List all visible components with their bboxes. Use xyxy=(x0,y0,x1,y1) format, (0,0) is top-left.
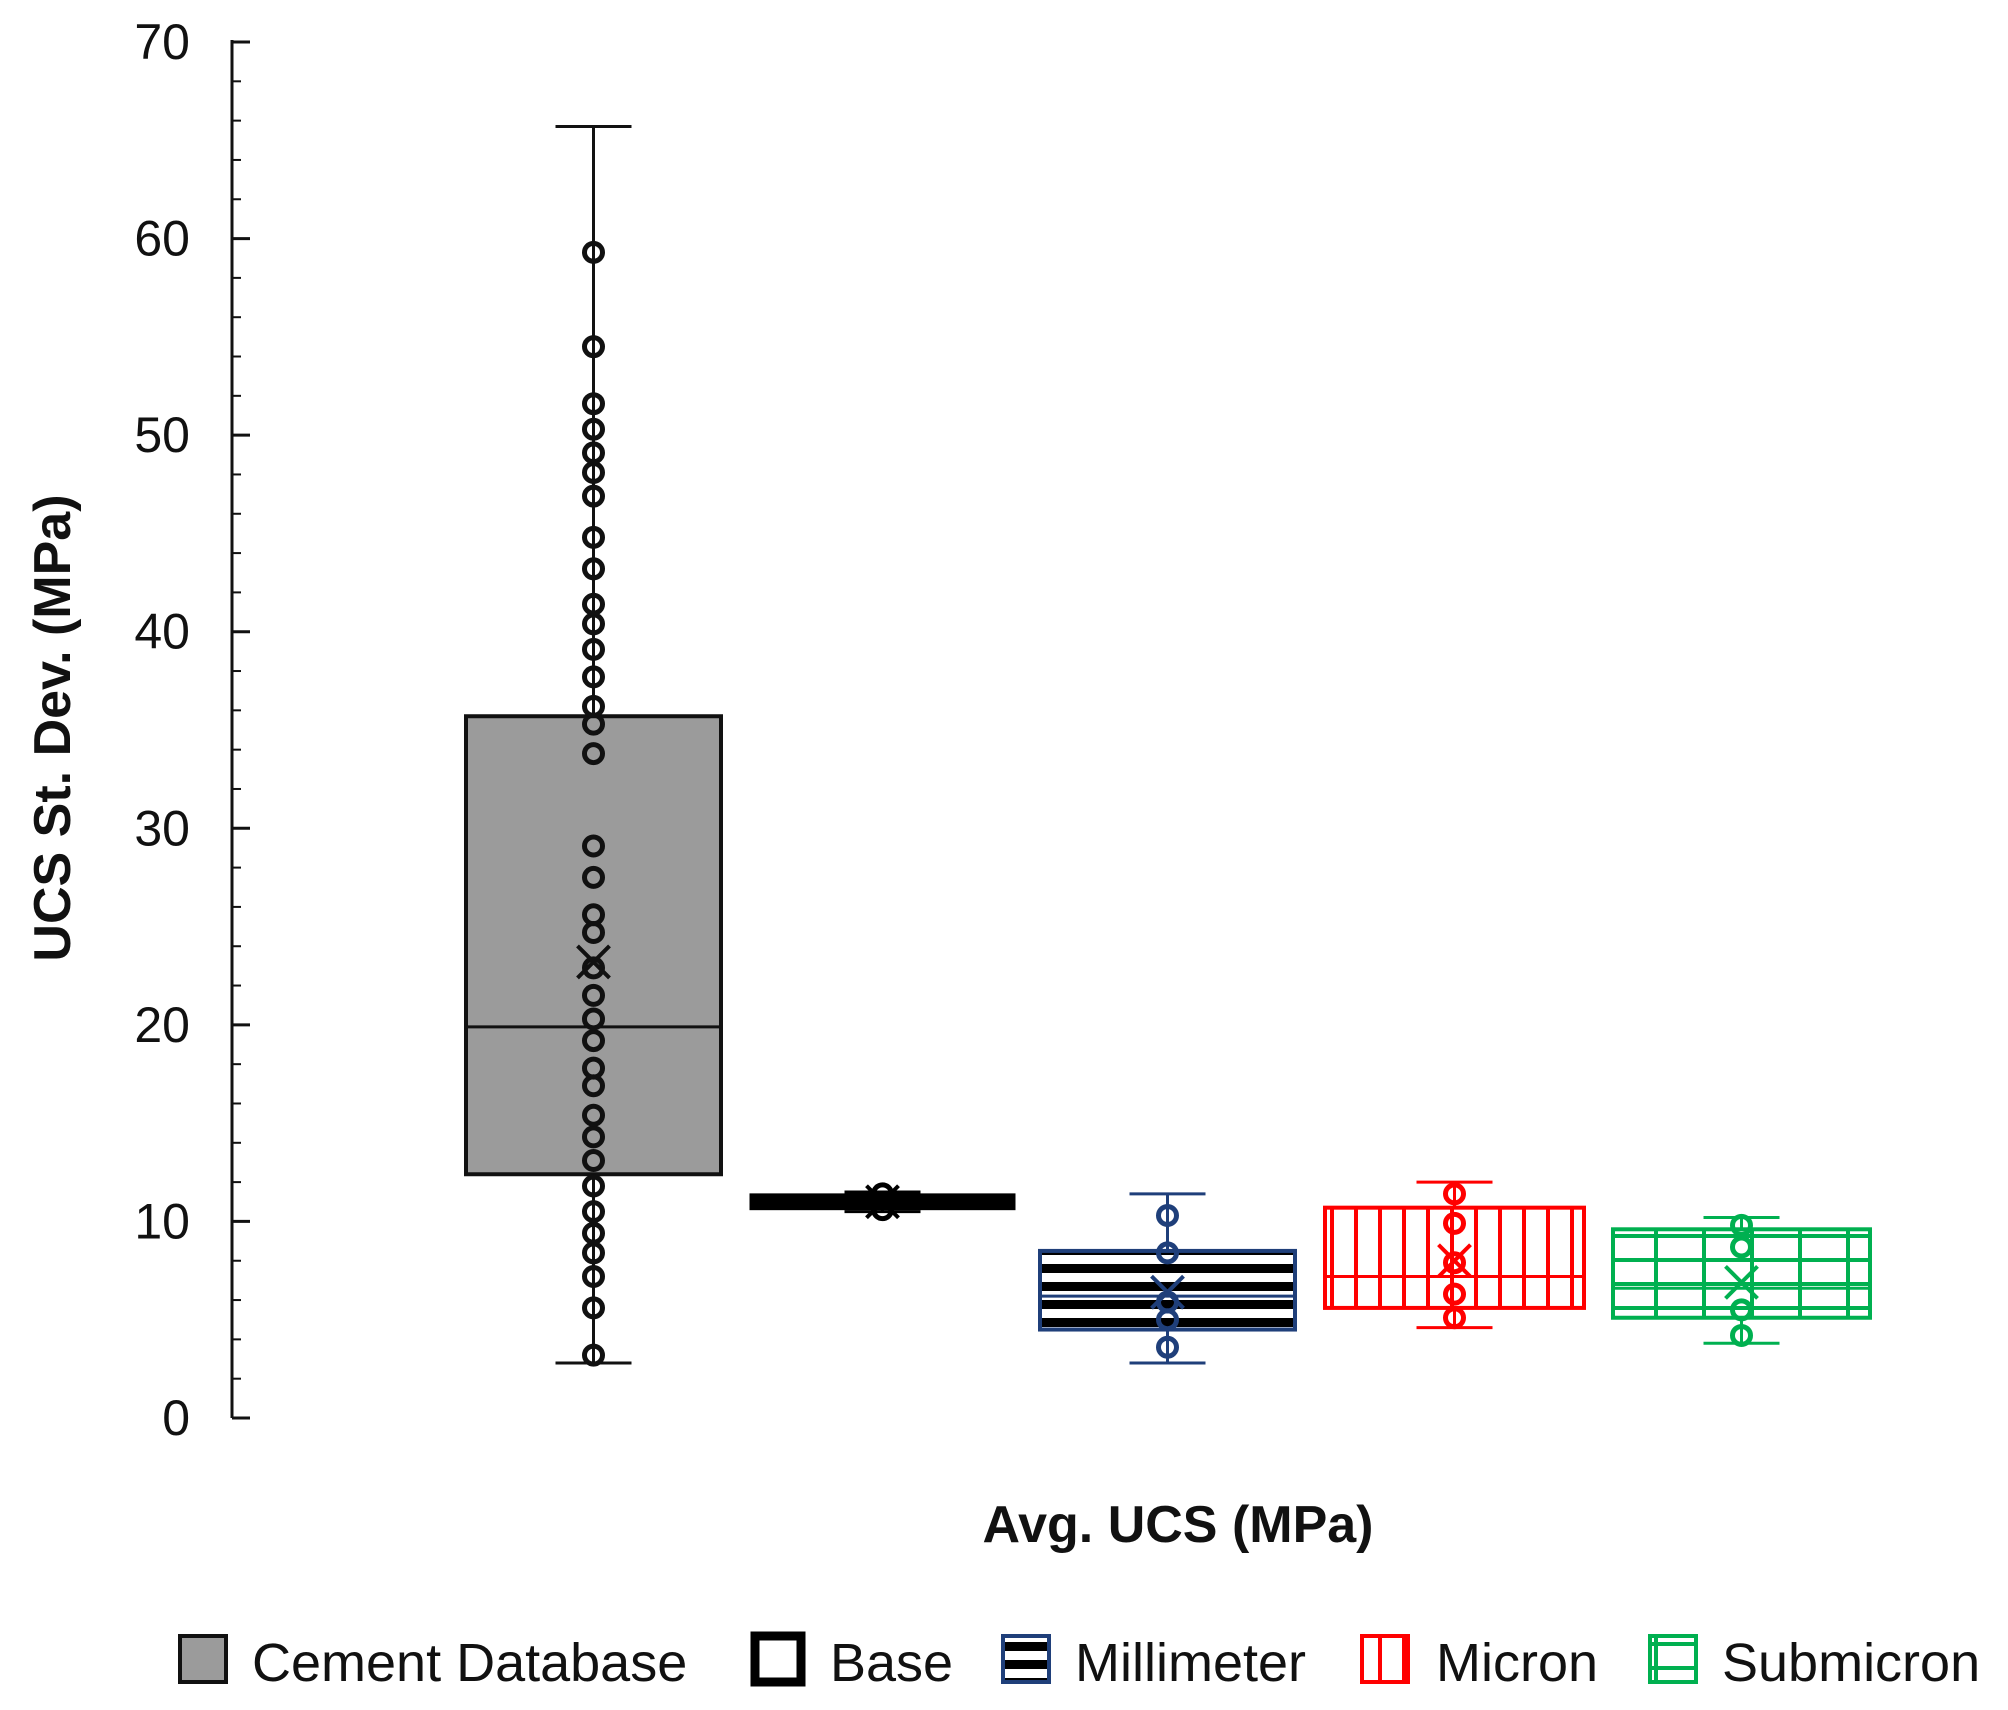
data-point xyxy=(582,742,605,766)
data-point xyxy=(582,1007,605,1031)
data-point xyxy=(582,392,605,416)
y-tick-label: 60 xyxy=(134,211,190,267)
y-tick-label: 50 xyxy=(134,407,190,463)
y-tick-label: 30 xyxy=(134,800,190,856)
mean-marker xyxy=(576,944,611,980)
y-tick-label: 10 xyxy=(134,1193,190,1249)
legend-swatch xyxy=(1648,1634,1698,1684)
box-base xyxy=(749,1182,1016,1222)
x-axis-title: Avg. UCS (MPa) xyxy=(983,1496,1374,1554)
y-tick-label: 40 xyxy=(134,604,190,660)
y-axis-title: UCS St. Dev. (MPa) xyxy=(24,494,82,961)
box-body xyxy=(1611,1227,1872,1320)
legend-label: Millimeter xyxy=(1075,1633,1306,1693)
data-point xyxy=(582,694,605,718)
data-point xyxy=(1156,1241,1179,1265)
data-point xyxy=(582,240,605,264)
data-point xyxy=(582,592,605,616)
data-point xyxy=(582,1174,605,1198)
legend-swatch xyxy=(750,1631,806,1687)
data-point xyxy=(1443,1306,1466,1330)
data-point xyxy=(1443,1251,1466,1275)
legend-item-base: Base xyxy=(750,1631,953,1693)
data-point xyxy=(582,484,605,508)
data-point xyxy=(1156,1335,1179,1359)
legend-swatch xyxy=(178,1634,228,1684)
data-point xyxy=(582,335,605,359)
mean-marker xyxy=(1724,1264,1759,1300)
data-point xyxy=(582,417,605,441)
data-point xyxy=(1443,1182,1466,1206)
data-point xyxy=(1730,1298,1753,1322)
data-point xyxy=(1156,1204,1179,1228)
legend: Cement Database Base Millimeter Micron Submi… xyxy=(178,1631,1980,1693)
data-point xyxy=(582,983,605,1007)
box-series-group xyxy=(464,125,1872,1367)
box-millimeter xyxy=(1038,1192,1297,1365)
y-tick-label: 20 xyxy=(134,997,190,1053)
data-point xyxy=(1730,1213,1753,1237)
data-point xyxy=(582,1148,605,1172)
data-point xyxy=(582,1264,605,1288)
data-point xyxy=(582,557,605,581)
box-micron xyxy=(1323,1180,1586,1330)
box-cement-database xyxy=(464,125,723,1367)
box-body xyxy=(1323,1205,1586,1310)
mean-marker xyxy=(1437,1243,1472,1279)
data-point xyxy=(1443,1211,1466,1235)
legend-label: Cement Database xyxy=(252,1633,687,1693)
data-point xyxy=(582,637,605,661)
data-point xyxy=(582,956,605,980)
legend-swatch xyxy=(1001,1634,1051,1684)
data-point xyxy=(582,441,605,465)
data-point xyxy=(582,903,605,927)
data-point xyxy=(582,1103,605,1127)
data-point xyxy=(582,1125,605,1149)
data-point xyxy=(1730,1323,1753,1347)
legend-item-cement-database: Cement Database xyxy=(178,1633,687,1693)
data-point xyxy=(582,665,605,689)
legend-swatch xyxy=(1360,1634,1410,1684)
data-point xyxy=(582,525,605,549)
legend-label: Submicron xyxy=(1722,1633,1980,1693)
data-point xyxy=(582,1221,605,1245)
box-submicron xyxy=(1611,1213,1872,1347)
data-point xyxy=(582,1200,605,1224)
legend-label: Micron xyxy=(1436,1633,1598,1693)
legend-label: Base xyxy=(830,1633,953,1693)
mean-marker xyxy=(865,1184,900,1220)
legend-item-submicron: Submicron xyxy=(1648,1633,1980,1693)
data-point xyxy=(1443,1282,1466,1306)
mean-marker xyxy=(1150,1274,1185,1310)
y-tick-label: 0 xyxy=(162,1390,190,1446)
data-point xyxy=(582,834,605,858)
data-point xyxy=(582,1296,605,1320)
data-point xyxy=(1730,1235,1753,1259)
data-point xyxy=(582,865,605,889)
y-tick-label: 70 xyxy=(134,14,190,70)
data-point xyxy=(582,1056,605,1080)
y-axis: 0 10 20 30 40 50 60 70 xyxy=(134,14,250,1446)
legend-item-millimeter: Millimeter xyxy=(1001,1633,1306,1693)
data-point xyxy=(582,1343,605,1367)
data-point xyxy=(582,1029,605,1053)
legend-item-micron: Micron xyxy=(1360,1633,1598,1693)
